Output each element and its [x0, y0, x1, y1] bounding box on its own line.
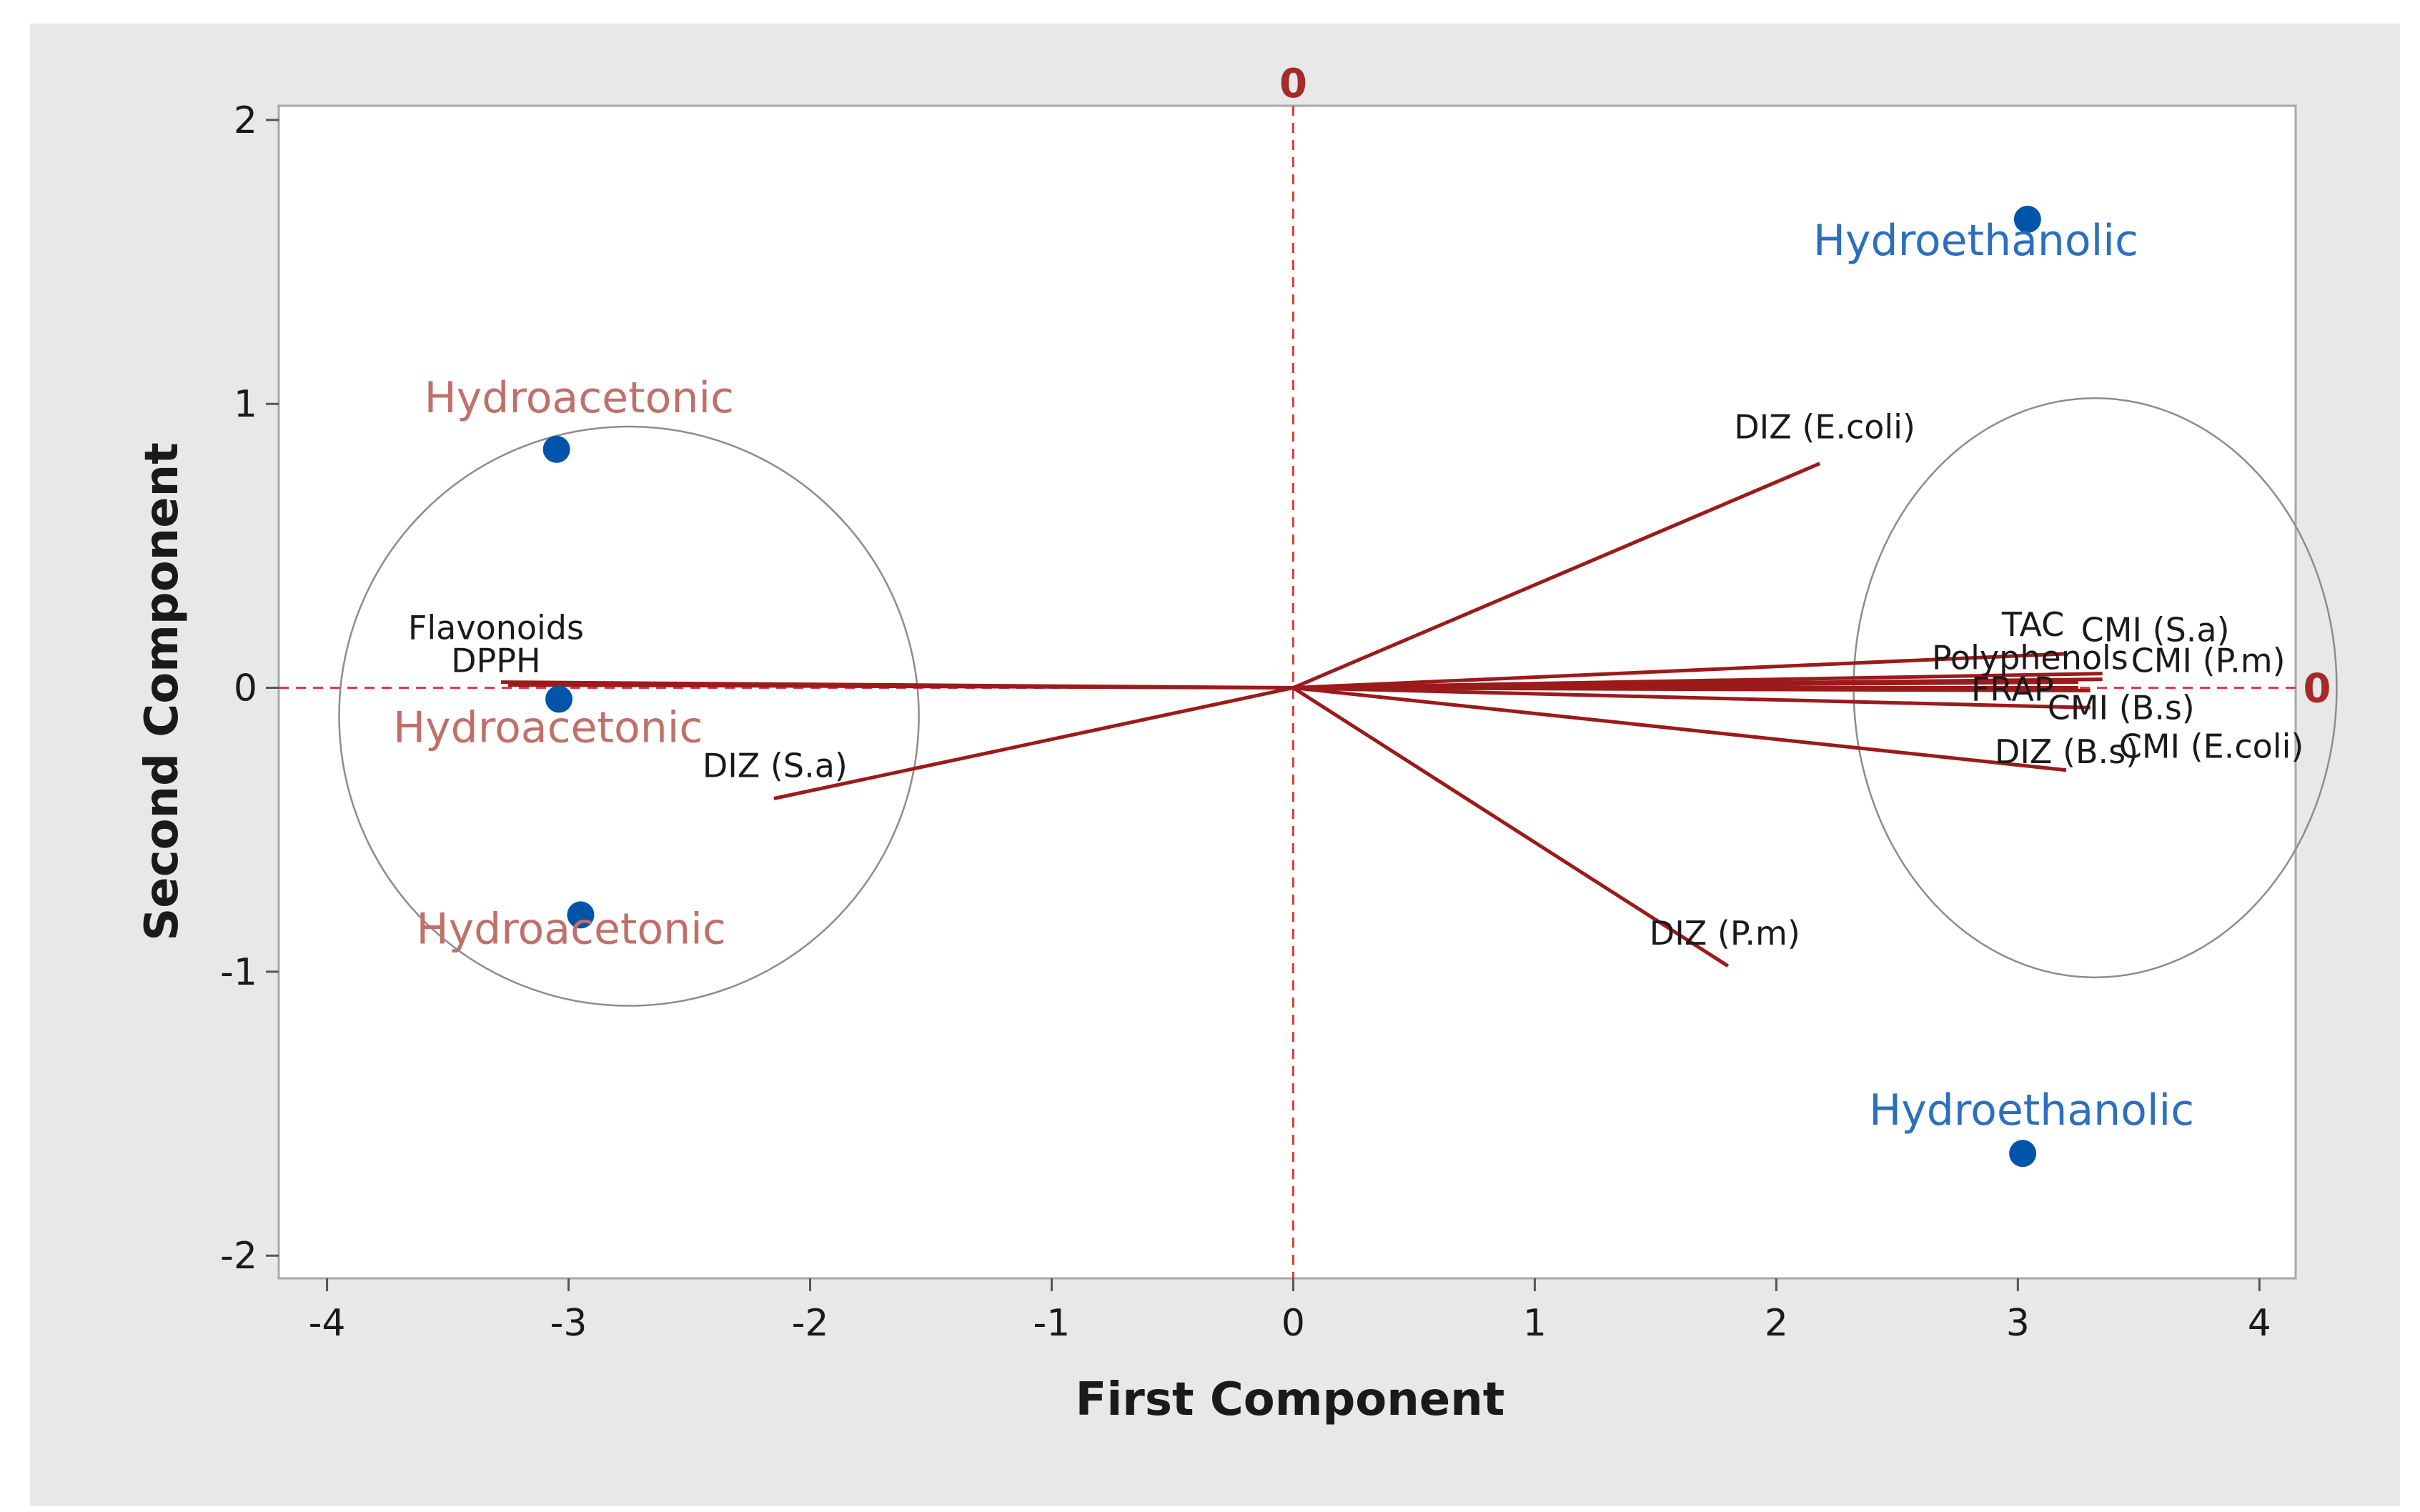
y-tick-label: -1 — [220, 951, 257, 994]
loading-label-diz-e-coli: DIZ (E.coli) — [1734, 408, 1915, 447]
loading-label-cmi-b-s: CMI (B.s) — [2048, 689, 2195, 727]
x-tick-label: 0 — [1281, 1302, 1305, 1345]
loading-label-cmi-e-coli: CMI (E.coli) — [2119, 727, 2304, 765]
loading-label-diz-s-a: DIZ (S.a) — [703, 747, 848, 785]
y-tick-label: -2 — [220, 1235, 257, 1278]
loading-vector-tac — [1293, 652, 2067, 690]
loading-label-frap: FRAP — [1971, 670, 2054, 709]
score-label-hydroacetonic-4: Hydroacetonic — [393, 702, 703, 752]
loading-vector-dpph — [508, 683, 1294, 690]
loading-label-cmi-s-a: CMI (S.a) — [2081, 611, 2230, 650]
loading-label-diz-b-s: DIZ (B.s) — [1995, 732, 2138, 771]
score-label-hydroacetonic-5: Hydroacetonic — [416, 904, 725, 954]
y-axis-label: Second Component — [136, 442, 189, 941]
loading-vectors — [500, 462, 2103, 968]
score-label-hydroacetonic-3: Hydroacetonic — [425, 373, 734, 423]
loading-vector-diz-e-coli — [1292, 462, 1821, 690]
reference-lines: 00 — [279, 61, 2331, 1278]
score-point-hydroethanolic-2 — [2009, 1140, 2037, 1168]
x-tick-label: 4 — [2248, 1302, 2271, 1345]
loading-label-tac: TAC — [2001, 605, 2064, 644]
score-point-hydroacetonic-3 — [542, 435, 570, 463]
x-tick-label: -4 — [309, 1302, 346, 1345]
labels: DIZ (E.coli) TAC CMI (S.a)CMI (P.m)Polyphe… — [393, 216, 2304, 1135]
y-tick-label: 1 — [234, 383, 257, 426]
x-tick-label: -2 — [792, 1302, 829, 1345]
loading-label-polyphenols: Polyphenols — [1932, 639, 2128, 677]
loading-vector-diz-b-s — [1293, 686, 2067, 772]
plot-area — [277, 104, 2297, 1280]
horizontal-reference-label: 0 — [2304, 666, 2331, 712]
vertical-reference-label: 0 — [1279, 61, 1307, 107]
x-tick-label: 2 — [1765, 1302, 1788, 1345]
y-tick-label: 2 — [234, 99, 257, 142]
y-tick-label: 0 — [234, 667, 257, 710]
score-label-hydroethanolic-1: Hydroethanolic — [1813, 216, 2138, 266]
x-axis-label: First Component — [1076, 1373, 1505, 1426]
hydroacetonic-cluster-ellipse — [338, 425, 920, 1007]
loading-label-diz-p-m: DIZ (P.m) — [1650, 914, 1800, 953]
axes: -4 -3 -2 -1 0 1 2 3 4 -2 -1 0 1 2 — [220, 99, 2271, 1345]
loading-vector-cmi-b-s — [1293, 686, 2091, 693]
x-tick-label: -1 — [1033, 1302, 1071, 1345]
score-point-hydroacetonic-4 — [545, 685, 573, 713]
score-label-hydroethanolic-2: Hydroethanolic — [1869, 1085, 2194, 1135]
x-tick-label: -3 — [550, 1302, 587, 1345]
score-point-hydroacetonic-5 — [567, 901, 595, 929]
loading-label-flavonoids: Flavonoids — [408, 609, 584, 647]
x-tick-label: 3 — [2006, 1302, 2030, 1345]
x-tick-label: 1 — [1523, 1302, 1547, 1345]
score-points — [542, 205, 2041, 1168]
loading-vector-diz-s-a — [773, 686, 1294, 800]
loading-vector-cmi-e-coli — [1293, 686, 2091, 710]
loading-label-dpph: DPPH — [451, 642, 541, 680]
loading-label-cmi-p-m: CMI (P.m) — [2131, 642, 2286, 680]
score-point-hydroethanolic-1 — [2013, 205, 2041, 233]
loading-vector-diz-p-m — [1292, 686, 1730, 968]
